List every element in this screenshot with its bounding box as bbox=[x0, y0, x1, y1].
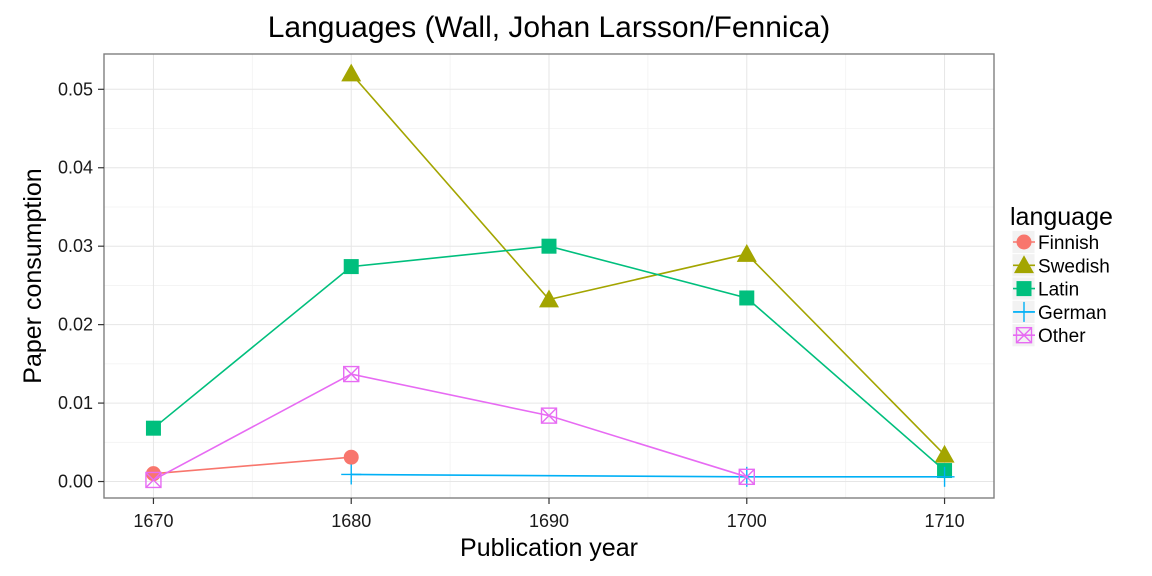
data-point-latin bbox=[343, 259, 359, 275]
series-line-other bbox=[153, 373, 748, 481]
data-point-other bbox=[540, 407, 558, 424]
legend-item-swedish: Swedish bbox=[1011, 253, 1110, 277]
data-point-finnish bbox=[343, 449, 359, 465]
y-tick-label: 0.01 bbox=[58, 393, 93, 413]
series-line-swedish bbox=[350, 73, 946, 456]
x-tick-label: 1700 bbox=[727, 511, 767, 531]
data-point-german bbox=[934, 466, 955, 487]
series-other bbox=[145, 365, 755, 489]
y-tick-label: 0.00 bbox=[58, 472, 93, 492]
legend-marker-latin bbox=[1016, 281, 1032, 297]
data-point-swedish bbox=[539, 289, 559, 308]
legend-marker-finnish bbox=[1016, 234, 1032, 250]
series-line-finnish bbox=[153, 456, 352, 475]
series-swedish bbox=[341, 63, 955, 463]
data-point-latin bbox=[541, 238, 557, 254]
series-layer bbox=[145, 63, 955, 489]
chart-title: Languages (Wall, Johan Larsson/Fennica) bbox=[268, 11, 831, 44]
series-latin bbox=[145, 238, 953, 479]
y-tick-label: 0.04 bbox=[58, 158, 93, 178]
series-finnish bbox=[145, 449, 359, 482]
legend-marker-german bbox=[1014, 301, 1034, 322]
y-axis-title: Paper consumption bbox=[19, 168, 47, 383]
legend-label-finnish: Finnish bbox=[1038, 233, 1099, 254]
x-axis: 1670 1680 1690 1700 1710 bbox=[133, 498, 965, 531]
major-grid bbox=[104, 54, 994, 498]
x-tick-label: 1680 bbox=[331, 511, 371, 531]
data-point-latin bbox=[739, 290, 755, 306]
data-point-swedish bbox=[736, 244, 757, 262]
legend-item-latin: Latin bbox=[1011, 276, 1079, 301]
x-axis-title: Publication year bbox=[460, 534, 638, 562]
y-tick-label: 0.05 bbox=[58, 79, 93, 99]
data-point-swedish bbox=[934, 444, 955, 463]
data-point-finnish bbox=[145, 466, 161, 482]
data-point-other bbox=[738, 468, 755, 486]
data-point-swedish bbox=[341, 63, 362, 82]
y-axis: 0.00 0.01 0.02 0.03 0.04 0.05 bbox=[58, 79, 104, 492]
y-tick-label: 0.03 bbox=[58, 236, 93, 256]
legend-item-other: Other bbox=[1011, 323, 1086, 347]
data-point-german bbox=[341, 464, 362, 485]
legend-marker-swedish bbox=[1014, 255, 1034, 274]
data-point-other bbox=[343, 365, 360, 383]
legend-item-german: German bbox=[1011, 299, 1107, 324]
x-tick-label: 1690 bbox=[529, 511, 569, 531]
x-tick-label: 1670 bbox=[133, 511, 173, 531]
data-point-latin bbox=[145, 420, 161, 436]
legend-label-german: German bbox=[1038, 303, 1107, 324]
legend-label-swedish: Swedish bbox=[1038, 256, 1110, 277]
legend-label-latin: Latin bbox=[1038, 280, 1079, 301]
legend-marker-other bbox=[1015, 327, 1033, 344]
legend-label-other: Other bbox=[1038, 326, 1086, 347]
x-tick-label: 1710 bbox=[925, 511, 965, 531]
legend-title: language bbox=[1010, 203, 1113, 231]
data-point-other bbox=[145, 471, 162, 489]
legend-item-finnish: Finnish bbox=[1011, 230, 1099, 254]
y-tick-label: 0.02 bbox=[58, 315, 93, 335]
